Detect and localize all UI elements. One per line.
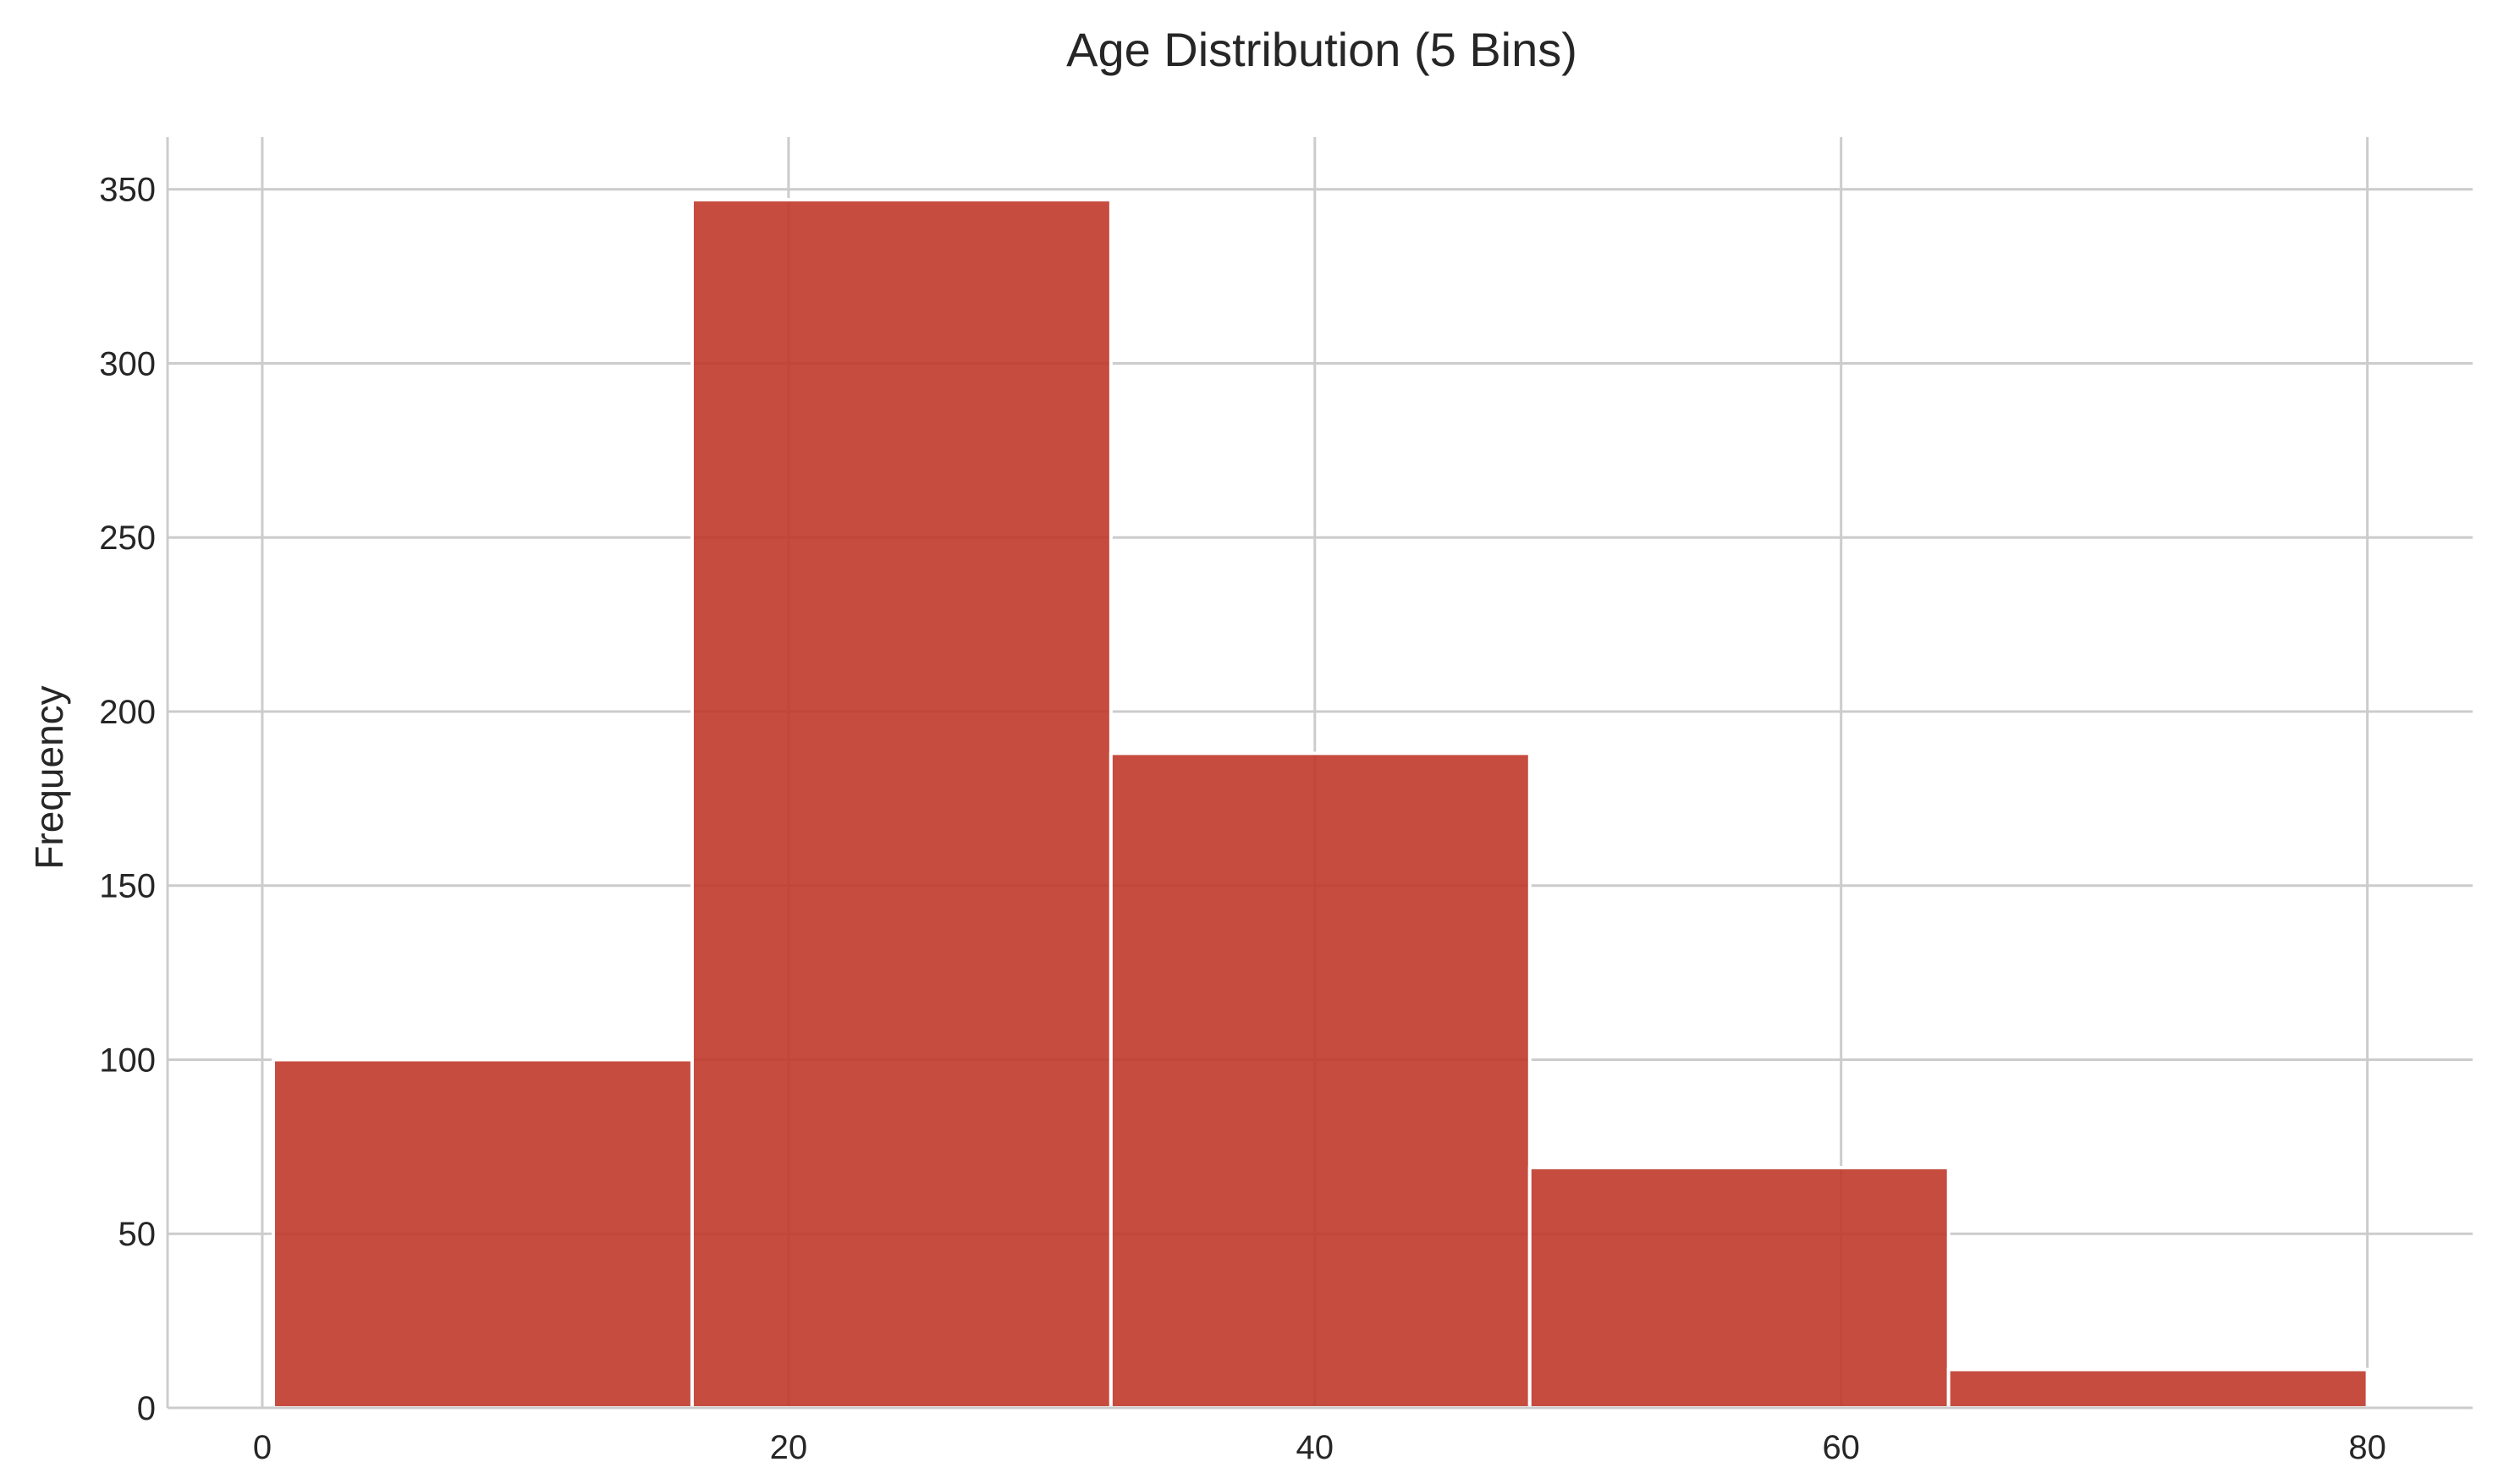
y-tick-label-6: 300 xyxy=(99,345,156,382)
y-tick-label-5: 250 xyxy=(99,519,156,557)
x-tick-label-2: 40 xyxy=(1296,1429,1334,1466)
x-tick-label-3: 60 xyxy=(1822,1429,1860,1466)
y-tick-label-0: 0 xyxy=(137,1390,156,1427)
histogram-bar-3 xyxy=(1527,1166,1951,1410)
x-tick-label-0: 0 xyxy=(253,1429,272,1466)
histogram-bar-2 xyxy=(1109,751,1532,1410)
x-tick-label-4: 80 xyxy=(2348,1429,2386,1466)
tick-labels: 0 20 40 60 80 0 50 100 150 200 250 300 350 xyxy=(99,172,2386,1466)
y-tick-label-1: 50 xyxy=(118,1216,157,1253)
y-tick-label-4: 200 xyxy=(99,694,156,731)
y-tick-label-3: 150 xyxy=(99,868,156,905)
chart-title: Age Distribution (5 Bins) xyxy=(1066,23,1577,76)
histogram-bar-4 xyxy=(1946,1367,2369,1410)
y-axis-label: Frequency xyxy=(27,685,71,869)
x-tick-label-1: 20 xyxy=(770,1429,808,1466)
axes xyxy=(166,137,2473,1410)
y-tick-label-2: 100 xyxy=(99,1042,156,1079)
histogram-bar-1 xyxy=(690,198,1113,1410)
histogram-bar-0 xyxy=(272,1058,694,1410)
histogram-bars xyxy=(272,198,2369,1410)
y-tick-label-7: 350 xyxy=(99,172,156,209)
